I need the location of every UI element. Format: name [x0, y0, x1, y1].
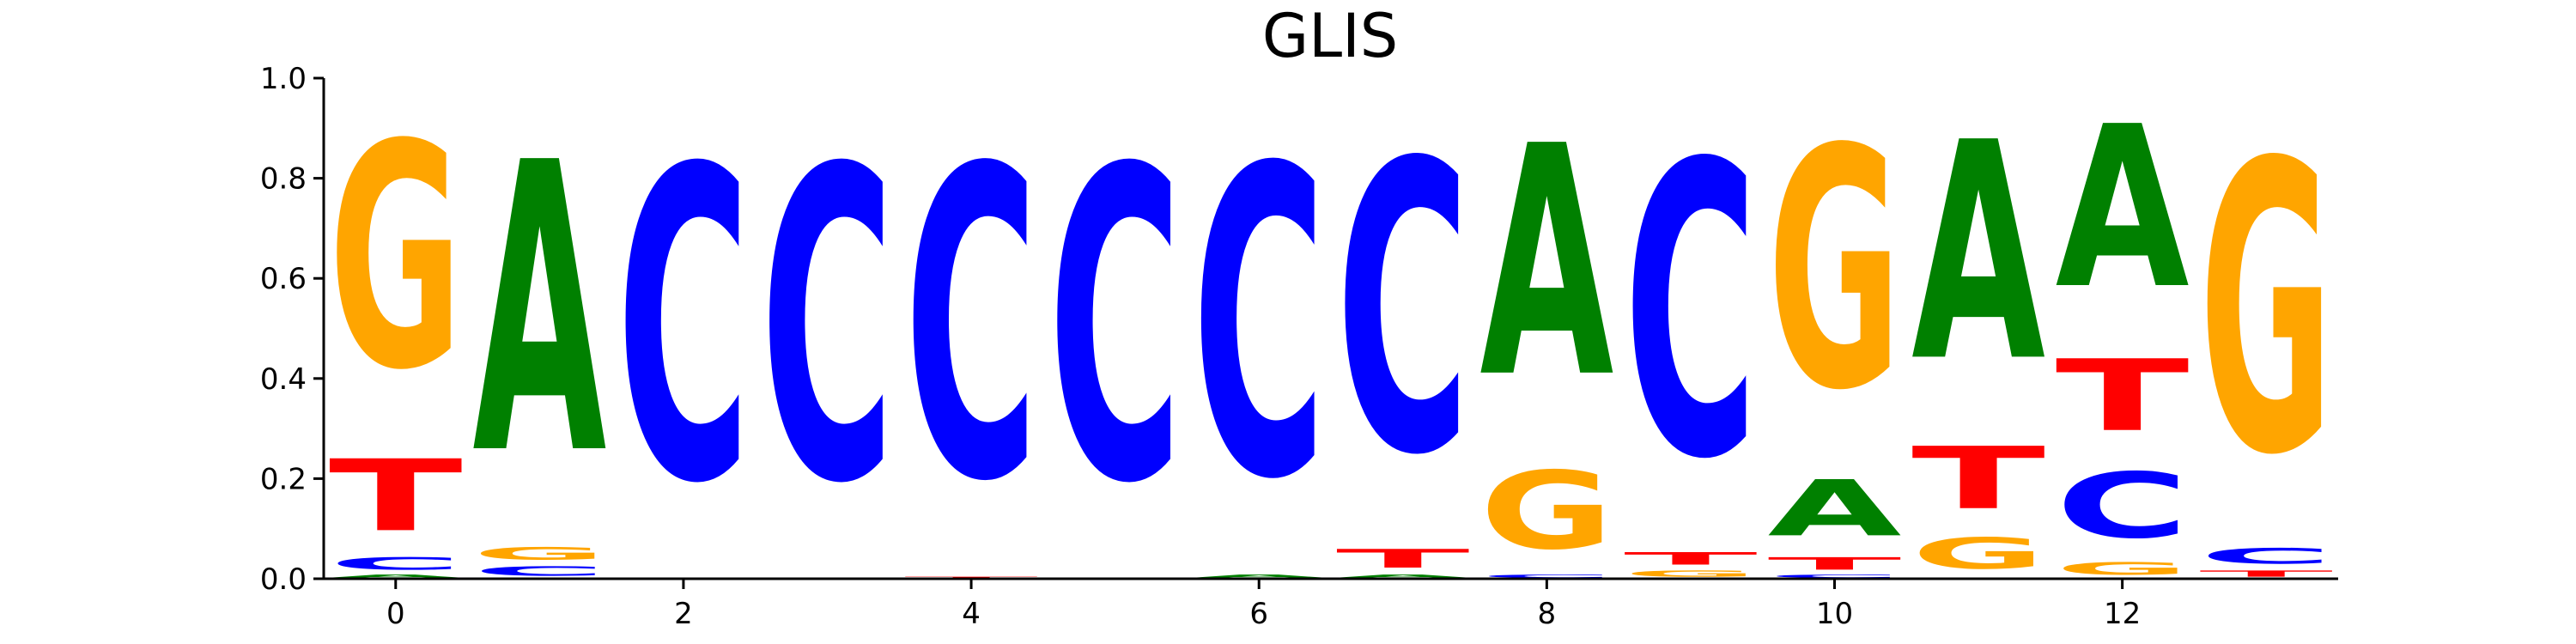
logo-letter-g: G [472, 544, 606, 563]
logo-letter-c: C [1768, 574, 1902, 579]
logo-letter-c: C [617, 80, 750, 578]
y-tick-label: 0.2 [260, 462, 307, 496]
logo-letter-t: T [2056, 338, 2190, 453]
logo-letter-c: C [2199, 544, 2333, 568]
x-axis-ticks: 0 2 4 6 8 10 12 [386, 579, 2141, 631]
logo-letter-t: T [1911, 428, 2045, 528]
logo-letter-t: T [2199, 568, 2333, 579]
logo-letter-c: C [1479, 574, 1613, 579]
logo-letter-g: G [1911, 529, 2045, 579]
x-tick-label: 10 [1816, 597, 1853, 631]
logo-letter-g: G [1768, 80, 1902, 463]
logo-letter-a: A [2056, 79, 2190, 338]
chart-title: GLIS [1262, 1, 1398, 71]
logo-letter-a: A [1336, 574, 1470, 579]
logo-letter-g: G [329, 79, 463, 438]
y-tick-label: 1.0 [260, 62, 307, 96]
x-tick-label: 0 [386, 597, 405, 631]
letter-stacks: ACTGCGACCTCCACATCCGAGTCCTAGGTAGCTATCG [329, 78, 2333, 579]
logo-letter-a: A [472, 80, 607, 544]
logo-letter-c: C [1192, 78, 1326, 572]
logo-letter-c: C [329, 554, 463, 574]
logo-letter-c: C [2056, 454, 2190, 558]
logo-letter-g: G [1479, 449, 1613, 574]
logo-letter-t: T [1768, 554, 1902, 574]
y-tick-label: 0.4 [260, 362, 307, 397]
y-tick-label: 0.8 [260, 162, 307, 197]
y-tick-label: 0.6 [260, 262, 307, 296]
logo-letter-c: C [1336, 80, 1470, 544]
logo-letter-a: A [1192, 574, 1326, 579]
x-tick-label: 8 [1538, 597, 1557, 631]
logo-letter-c: C [904, 79, 1038, 574]
axes [322, 78, 2338, 580]
logo-letter-c: C [1048, 80, 1182, 578]
logo-letter-c: C [1624, 78, 1758, 547]
logo-letter-c: C [472, 564, 606, 579]
y-axis-ticks: 0.0 0.2 0.4 0.6 0.8 1.0 [260, 62, 324, 597]
logo-letter-t: T [329, 439, 463, 554]
x-tick-label: 2 [674, 597, 693, 631]
x-tick-label: 6 [1249, 597, 1268, 631]
logo-letter-g: G [1624, 568, 1758, 579]
logo-letter-g: G [2056, 559, 2190, 579]
logo-letter-a: A [329, 574, 463, 579]
logo-letter-a: A [1911, 80, 2046, 428]
y-tick-label: 0.0 [260, 562, 307, 597]
logo-letter-c: C [761, 80, 895, 578]
x-tick-label: 12 [2104, 597, 2141, 631]
x-tick-label: 4 [962, 597, 981, 631]
logo-letter-g: G [2199, 78, 2333, 542]
logo-letter-a: A [1768, 464, 1902, 554]
logo-letter-t: T [1624, 549, 1758, 568]
logo-letter-a: A [1479, 80, 1614, 448]
logo-letter-t: T [1336, 544, 1470, 574]
